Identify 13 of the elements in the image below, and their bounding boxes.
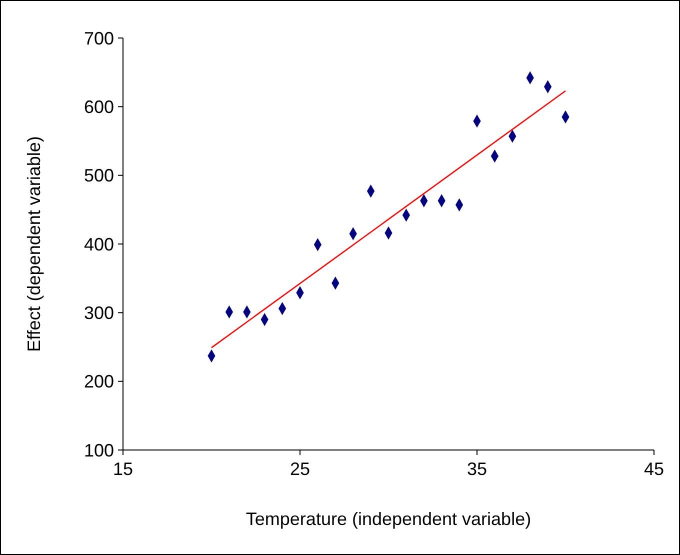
y-tick-label: 200 <box>84 372 114 392</box>
y-axis-title: Effect (dependent variable) <box>24 136 44 352</box>
x-tick-label: 25 <box>290 459 310 479</box>
y-tick-label: 700 <box>84 28 114 48</box>
x-tick-label: 15 <box>112 459 134 479</box>
y-tick-label: 100 <box>84 440 114 460</box>
y-tick-label: 300 <box>84 302 114 323</box>
y-tick-label: 500 <box>84 166 114 186</box>
y-tick-label: 400 <box>84 234 114 254</box>
x-tick-label: 45 <box>644 459 664 479</box>
y-tick-label: 600 <box>84 96 114 117</box>
x-tick-label: 35 <box>466 459 488 479</box>
x-axis-title: Temperature (independent variable) <box>246 509 532 529</box>
